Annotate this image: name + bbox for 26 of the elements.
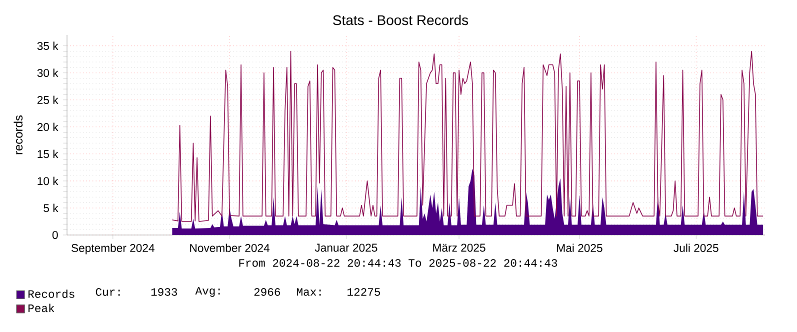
y-axis-title: records — [14, 115, 23, 154]
y-tick-label: 20 k — [37, 122, 58, 132]
y-tick-label: 30 k — [37, 68, 58, 77]
x-tick-label: November 2024 — [190, 244, 270, 252]
text: 1933 — [151, 288, 178, 296]
text: Cur: — [96, 288, 120, 296]
x-tick-label: Januar 2025 — [314, 244, 378, 252]
text: 12275 — [348, 288, 380, 296]
y-tick-label: 10 k — [38, 176, 58, 186]
y-tick-label: 0 — [52, 230, 58, 239]
text: 2966 — [254, 288, 280, 296]
text: From 2024-08-22 20:44:43 To 2025-08-22 20:44:43 — [239, 259, 558, 267]
x-tick-label: Juli 2025 — [674, 244, 718, 252]
text: Max: — [296, 288, 321, 296]
legend-label: Peak — [28, 304, 54, 312]
x-tick-label: September 2024 — [72, 244, 154, 254]
y-tick-label: 5 k — [44, 204, 58, 212]
x-tick-label: Mai 2025 — [557, 244, 602, 252]
y-tick-label: 25 k — [37, 96, 58, 104]
y-tick-label: 15 k — [38, 150, 58, 158]
legend-label: Records — [28, 290, 74, 298]
y-tick-label: 35 k — [37, 42, 58, 50]
text: Avg: — [195, 287, 220, 297]
x-tick-label: März 2025 — [433, 244, 486, 252]
chart-title: Stats - Boost Records — [333, 14, 468, 26]
line-series — [172, 50, 764, 222]
